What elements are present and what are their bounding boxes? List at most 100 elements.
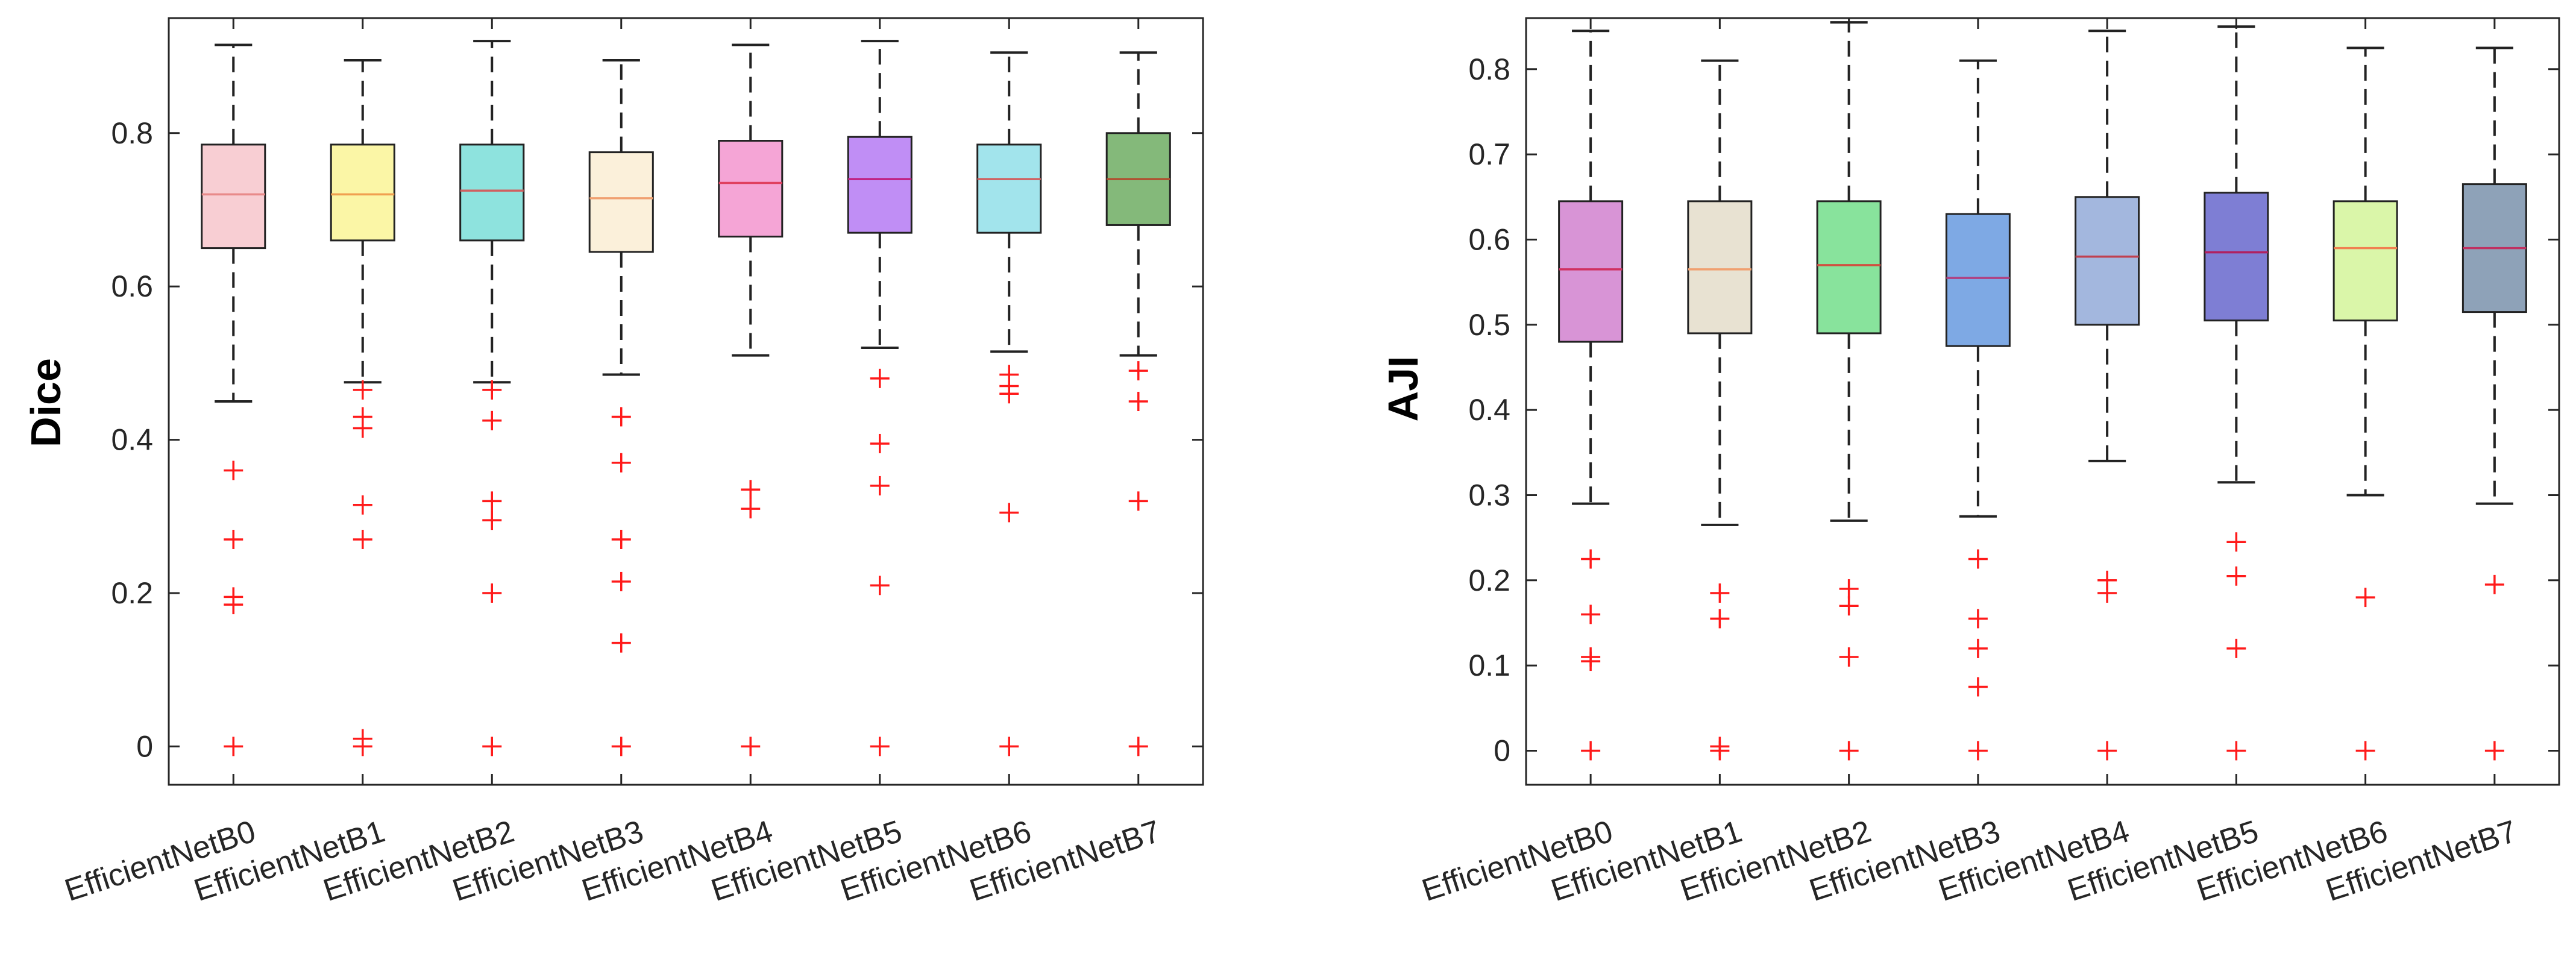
aji-y-tick-label: 0.8 xyxy=(1468,52,1510,86)
outlier-marker xyxy=(870,737,890,756)
outlier-marker xyxy=(611,407,631,427)
iqr-box xyxy=(588,151,654,253)
outlier-marker xyxy=(482,583,502,603)
outlier-marker xyxy=(870,433,890,453)
outlier-marker xyxy=(1839,579,1859,599)
outlier-marker xyxy=(482,511,502,530)
outlier-marker xyxy=(353,380,372,400)
outlier-marker xyxy=(2226,638,2246,658)
iqr-box xyxy=(718,140,784,238)
outlier-marker xyxy=(611,737,631,756)
outlier-marker xyxy=(482,380,502,400)
outlier-marker xyxy=(1128,392,1148,411)
aji-box-EfficientNetB4: EfficientNetB4 xyxy=(1934,18,2140,908)
aji-box-EfficientNetB7: EfficientNetB7 xyxy=(2322,18,2527,908)
aji-box-EfficientNetB5: EfficientNetB5 xyxy=(2064,18,2269,908)
iqr-box xyxy=(1816,200,1882,335)
aji-y-tick-label: 0.1 xyxy=(1468,649,1510,682)
outlier-marker xyxy=(1128,737,1148,756)
aji-y-tick-label: 0.7 xyxy=(1468,137,1510,171)
iqr-box xyxy=(201,143,266,250)
outlier-marker xyxy=(1968,638,1988,658)
aji-box-EfficientNetB1: EfficientNetB1 xyxy=(1547,18,1753,908)
outlier-marker xyxy=(611,529,631,549)
outlier-marker xyxy=(611,633,631,653)
outlier-marker xyxy=(1839,647,1859,667)
dice-axes-frame xyxy=(168,17,1204,786)
outlier-marker xyxy=(2355,588,2375,608)
dice-y-tick-label: 0.6 xyxy=(111,269,153,303)
dice-box-EfficientNetB0: EfficientNetB0 xyxy=(61,18,266,908)
aji-y-tick-label: 0.3 xyxy=(1468,478,1510,512)
outlier-marker xyxy=(1710,609,1730,629)
aji-y-tick-label: 0.6 xyxy=(1468,222,1510,256)
iqr-box xyxy=(330,143,395,242)
aji-box-EfficientNetB0: EfficientNetB0 xyxy=(1418,18,1624,908)
outlier-marker xyxy=(1839,596,1859,616)
outlier-marker xyxy=(1581,605,1601,624)
outlier-marker xyxy=(611,453,631,473)
dice-boxplot-panel: Dice 00.20.40.60.8EfficientNetB0Efficien… xyxy=(22,17,1204,908)
outlier-marker xyxy=(353,495,372,515)
outlier-marker xyxy=(1710,741,1730,761)
aji-boxplot-panel: AJI 00.10.20.30.40.50.60.70.8EfficientNe… xyxy=(1380,17,2560,908)
aji-y-tick-label: 0 xyxy=(1494,734,1510,767)
aji-box-EfficientNetB6: EfficientNetB6 xyxy=(2193,18,2398,908)
outlier-marker xyxy=(2484,741,2504,761)
outlier-marker xyxy=(224,529,243,549)
outlier-marker xyxy=(870,368,890,388)
iqr-box xyxy=(2075,196,2140,326)
outlier-marker xyxy=(741,499,761,519)
outlier-marker xyxy=(2484,574,2504,594)
outlier-marker xyxy=(611,571,631,591)
aji-box-EfficientNetB2: EfficientNetB2 xyxy=(1676,18,1882,908)
iqr-box xyxy=(2333,200,2398,322)
iqr-box xyxy=(976,143,1042,234)
iqr-box xyxy=(1558,200,1624,343)
aji-axes-frame xyxy=(1525,17,2560,786)
outlier-marker xyxy=(2226,566,2246,586)
outlier-marker xyxy=(1710,583,1730,603)
outlier-marker xyxy=(1968,741,1988,761)
dice-y-axis-label: Dice xyxy=(22,358,69,447)
outlier-marker xyxy=(224,737,243,756)
outlier-marker xyxy=(1128,361,1148,381)
outlier-marker xyxy=(1128,491,1148,511)
dice-y-tick-label: 0.2 xyxy=(111,576,153,610)
outlier-marker xyxy=(999,384,1019,404)
outlier-marker xyxy=(741,480,761,500)
outlier-marker xyxy=(353,737,372,756)
outlier-marker xyxy=(1968,609,1988,629)
outlier-marker xyxy=(1581,652,1601,671)
outlier-marker xyxy=(870,576,890,596)
outlier-marker xyxy=(2226,741,2246,761)
iqr-box xyxy=(1687,200,1753,335)
outlier-marker xyxy=(1581,741,1601,761)
outlier-marker xyxy=(870,476,890,495)
outlier-marker xyxy=(2097,583,2117,603)
outlier-marker xyxy=(741,737,761,756)
iqr-box xyxy=(1945,213,2011,347)
iqr-box xyxy=(847,136,913,234)
aji-y-tick-label: 0.5 xyxy=(1468,308,1510,342)
outlier-marker xyxy=(482,737,502,756)
outlier-marker xyxy=(224,460,243,480)
outlier-marker xyxy=(2355,741,2375,761)
outlier-marker xyxy=(2097,741,2117,761)
outlier-marker xyxy=(2226,532,2246,552)
aji-box-EfficientNetB3: EfficientNetB3 xyxy=(1805,18,2011,908)
aji-y-tick-label: 0.2 xyxy=(1468,564,1510,597)
iqr-box xyxy=(2204,192,2269,322)
outlier-marker xyxy=(1968,677,1988,697)
dice-y-tick-label: 0.4 xyxy=(111,423,153,457)
outlier-marker xyxy=(1968,549,1988,569)
dice-y-tick-label: 0 xyxy=(136,729,153,763)
outlier-marker xyxy=(1581,549,1601,569)
iqr-box xyxy=(459,143,525,242)
outlier-marker xyxy=(482,410,502,430)
outlier-marker xyxy=(999,503,1019,523)
outlier-marker xyxy=(224,595,243,615)
outlier-marker xyxy=(1839,741,1859,761)
dice-y-tick-label: 0.8 xyxy=(111,116,153,150)
